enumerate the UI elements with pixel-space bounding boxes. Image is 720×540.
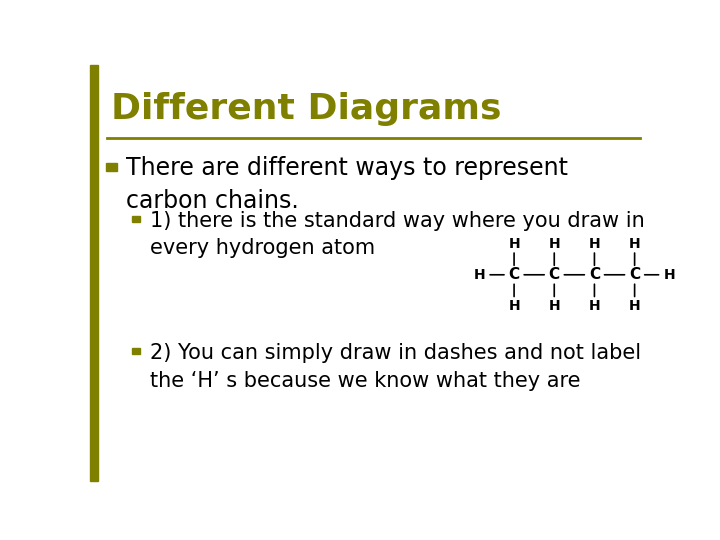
Text: C: C [508,267,520,282]
Bar [90,65,99,481]
Text: Different Diagrams: Different Diagrams [111,92,502,126]
Text: 2) You can simply draw in dashes and not label
the ‘H’ s because we know what th: 2) You can simply draw in dashes and not… [150,343,642,390]
Text: H: H [589,237,600,251]
Bar [132,348,140,354]
Text: C: C [549,267,560,282]
Text: C: C [589,267,600,282]
Text: H: H [549,237,560,251]
Text: H: H [474,268,485,282]
Text: H: H [629,299,640,313]
Text: H: H [508,299,520,313]
Text: H: H [589,299,600,313]
Text: H: H [629,237,640,251]
Bar [106,163,117,171]
Bar [132,216,140,222]
Text: H: H [549,299,560,313]
Text: H: H [508,237,520,251]
Text: H: H [663,268,675,282]
Text: There are different ways to represent
carbon chains.: There are different ways to represent ca… [126,156,568,213]
Text: 1) there is the standard way where you draw in
every hydrogen atom: 1) there is the standard way where you d… [150,211,645,258]
Text: C: C [629,267,640,282]
